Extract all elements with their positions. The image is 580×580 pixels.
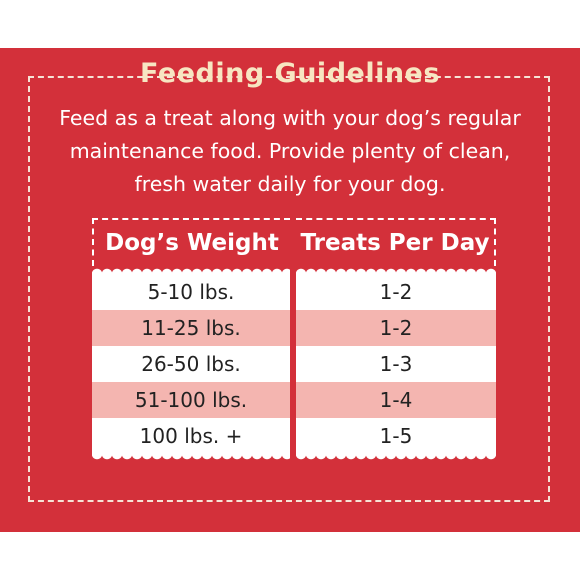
weight-cell: 51-100 lbs. bbox=[92, 382, 290, 418]
header-dogs-weight: Dog’s Weight bbox=[92, 218, 290, 266]
treats-cell: 1-2 bbox=[296, 310, 496, 346]
scalloped-edge-top bbox=[92, 266, 496, 274]
intro-text: Feed as a treat along with your dog’s re… bbox=[40, 102, 540, 201]
table-row: 5-10 lbs. 1-2 bbox=[92, 274, 496, 310]
table-body: 5-10 lbs. 1-2 11-25 lbs. 1-2 26-50 lbs. … bbox=[92, 274, 496, 454]
weight-cell: 11-25 lbs. bbox=[92, 310, 290, 346]
table-header-row: Dog’s Weight Treats Per Day bbox=[92, 218, 496, 266]
feeding-table: Dog’s Weight Treats Per Day 5-10 lbs. 1-… bbox=[92, 218, 496, 464]
intro-line-2: maintenance food. Provide plenty of clea… bbox=[69, 139, 511, 163]
weight-cell: 100 lbs. + bbox=[92, 418, 290, 454]
weight-cell: 26-50 lbs. bbox=[92, 346, 290, 382]
dashed-border bbox=[28, 76, 550, 502]
scalloped-edge-bottom bbox=[92, 454, 496, 464]
treats-cell: 1-3 bbox=[296, 346, 496, 382]
table-row: 26-50 lbs. 1-3 bbox=[92, 346, 496, 382]
treats-cell: 1-5 bbox=[296, 418, 496, 454]
intro-line-1: Feed as a treat along with your dog’s re… bbox=[59, 106, 521, 130]
header-treats-per-day: Treats Per Day bbox=[296, 218, 496, 266]
table-row: 51-100 lbs. 1-4 bbox=[92, 382, 496, 418]
table-row: 100 lbs. + 1-5 bbox=[92, 418, 496, 454]
treats-cell: 1-2 bbox=[296, 274, 496, 310]
intro-line-3: fresh water daily for your dog. bbox=[134, 172, 446, 196]
table-row: 11-25 lbs. 1-2 bbox=[92, 310, 496, 346]
treats-cell: 1-4 bbox=[296, 382, 496, 418]
page-title: Feeding Guidelines bbox=[140, 58, 440, 89]
weight-cell: 5-10 lbs. bbox=[92, 274, 290, 310]
